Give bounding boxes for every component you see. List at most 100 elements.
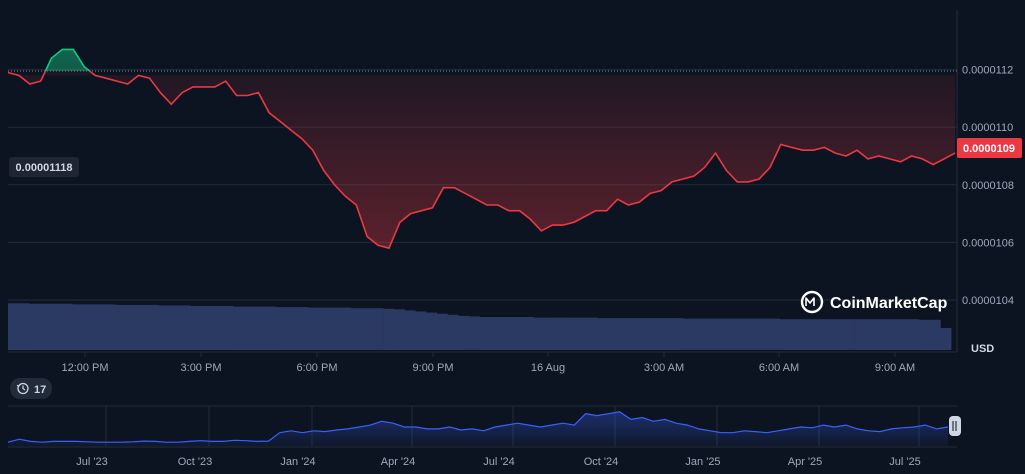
- volume-bar: [147, 304, 159, 350]
- navigator-line: [7, 411, 949, 443]
- volume-bar: [511, 317, 523, 350]
- volume-bar: [940, 328, 952, 350]
- volume-bar: [661, 318, 673, 350]
- navigator-x-axis: Jul '23 Oct '23 Jan '24 Apr '24 Jul '24 Oct '…: [76, 456, 920, 468]
- navigator-tick-label: Apr '25: [788, 456, 823, 468]
- brand-name: CoinMarketCap: [830, 295, 948, 312]
- volume-bar: [651, 318, 663, 350]
- price-area-below-baseline: [8, 71, 955, 249]
- navigator-handle[interactable]: [949, 416, 961, 436]
- volume-bar: [297, 307, 309, 350]
- volume-bar: [211, 306, 223, 350]
- volume-bar: [640, 318, 652, 350]
- volume-bar: [918, 319, 930, 351]
- volume-bar: [801, 319, 813, 350]
- volume-bar: [768, 318, 780, 350]
- navigator-tick-label: Jul '25: [889, 456, 920, 468]
- price-line-below-baseline: [7, 71, 956, 250]
- volume-bar: [758, 318, 770, 350]
- volume-bar: [265, 306, 277, 351]
- volume-bar: [233, 306, 245, 351]
- coinmarketcap-logo-icon: [800, 290, 824, 314]
- navigator-tick-label: Jan '25: [685, 456, 720, 468]
- volume-bar: [790, 319, 802, 350]
- volume-bar: [500, 317, 512, 350]
- current-price-badge: 0.0000109: [957, 138, 1022, 158]
- volume-bar: [490, 317, 502, 350]
- volume-bar: [554, 317, 566, 350]
- x-tick-label: 6:00 AM: [759, 362, 799, 374]
- volume-bar: [190, 306, 202, 350]
- volume-bar: [83, 304, 95, 350]
- volume-bar: [40, 303, 52, 350]
- volume-bars: [8, 303, 952, 351]
- x-tick-label: 6:00 PM: [297, 362, 338, 374]
- volume-bar: [415, 311, 427, 350]
- volume-bar: [436, 313, 448, 350]
- volume-bar: [629, 318, 641, 350]
- volume-bar: [683, 318, 695, 350]
- navigator-tick-label: Apr '24: [381, 456, 416, 468]
- volume-bar: [575, 317, 587, 350]
- history-count: 17: [34, 384, 46, 396]
- volume-bar: [318, 307, 330, 350]
- volume-bar: [672, 318, 684, 350]
- volume-bar: [886, 319, 898, 350]
- navigator[interactable]: Jul '23 Oct '23 Jan '24 Apr '24 Jul '24 Oct '…: [7, 405, 961, 468]
- x-tick-label: 9:00 PM: [413, 362, 454, 374]
- y-tick-label: 0.0000108: [962, 180, 1014, 192]
- x-tick-label: 16 Aug: [531, 362, 565, 374]
- volume-bar: [704, 318, 716, 350]
- volume-bar: [115, 304, 127, 350]
- history-clock-icon: [16, 382, 29, 395]
- volume-bar: [158, 305, 170, 350]
- volume-bar: [618, 318, 630, 350]
- volume-bar: [200, 306, 212, 350]
- current-price-value: 0.0000109: [963, 143, 1015, 155]
- volume-bar: [222, 306, 234, 350]
- volume-bar: [876, 319, 888, 350]
- volume-bar: [136, 304, 148, 350]
- volume-bar: [736, 318, 748, 350]
- navigator-tick-label: Jul '24: [483, 456, 514, 468]
- volume-bar: [929, 319, 941, 351]
- volume-bar: [715, 318, 727, 350]
- volume-bar: [168, 305, 180, 350]
- volume-bar: [179, 305, 191, 350]
- volume-bar: [275, 307, 287, 350]
- volume-bar: [565, 317, 577, 350]
- x-tick-label: 9:00 AM: [875, 362, 915, 374]
- volume-bar: [458, 315, 470, 350]
- volume-bar: [897, 319, 909, 350]
- x-tick-label: 3:00 AM: [644, 362, 684, 374]
- volume-bar: [597, 318, 609, 350]
- navigator-tick-label: Jan '24: [280, 456, 315, 468]
- navigator-area: [8, 411, 948, 446]
- x-tick-label: 3:00 PM: [181, 362, 222, 374]
- y-tick-label: 0.0000112: [962, 65, 1013, 77]
- y-axis: 0.0000112 0.0000110 0.0000108 0.0000106 0.00…: [962, 65, 1014, 307]
- navigator-tick-label: Jul '23: [76, 456, 107, 468]
- y-tick-label: 0.0000104: [962, 295, 1014, 307]
- history-chip[interactable]: 17: [10, 378, 52, 399]
- volume-bar: [822, 319, 834, 350]
- volume-bar: [254, 306, 266, 351]
- volume-bar: [608, 318, 620, 350]
- volume-bar: [811, 319, 823, 350]
- volume-bar: [468, 316, 480, 350]
- volume-bar: [586, 317, 598, 350]
- volume-bar: [747, 318, 759, 350]
- navigator-tick-label: Oct '23: [178, 456, 213, 468]
- volume-bar: [93, 304, 105, 350]
- x-tick-label: 12:00 PM: [61, 362, 108, 374]
- y-tick-label: 0.0000110: [962, 122, 1013, 134]
- y-tick-label: 0.0000106: [962, 237, 1014, 249]
- volume-bar: [693, 318, 705, 350]
- volume-bar: [361, 308, 373, 350]
- volume-bar: [908, 319, 920, 350]
- currency-unit-label: USD: [971, 343, 994, 355]
- volume-bar: [372, 308, 384, 350]
- volume-bar: [779, 319, 791, 350]
- volume-bar: [404, 310, 416, 350]
